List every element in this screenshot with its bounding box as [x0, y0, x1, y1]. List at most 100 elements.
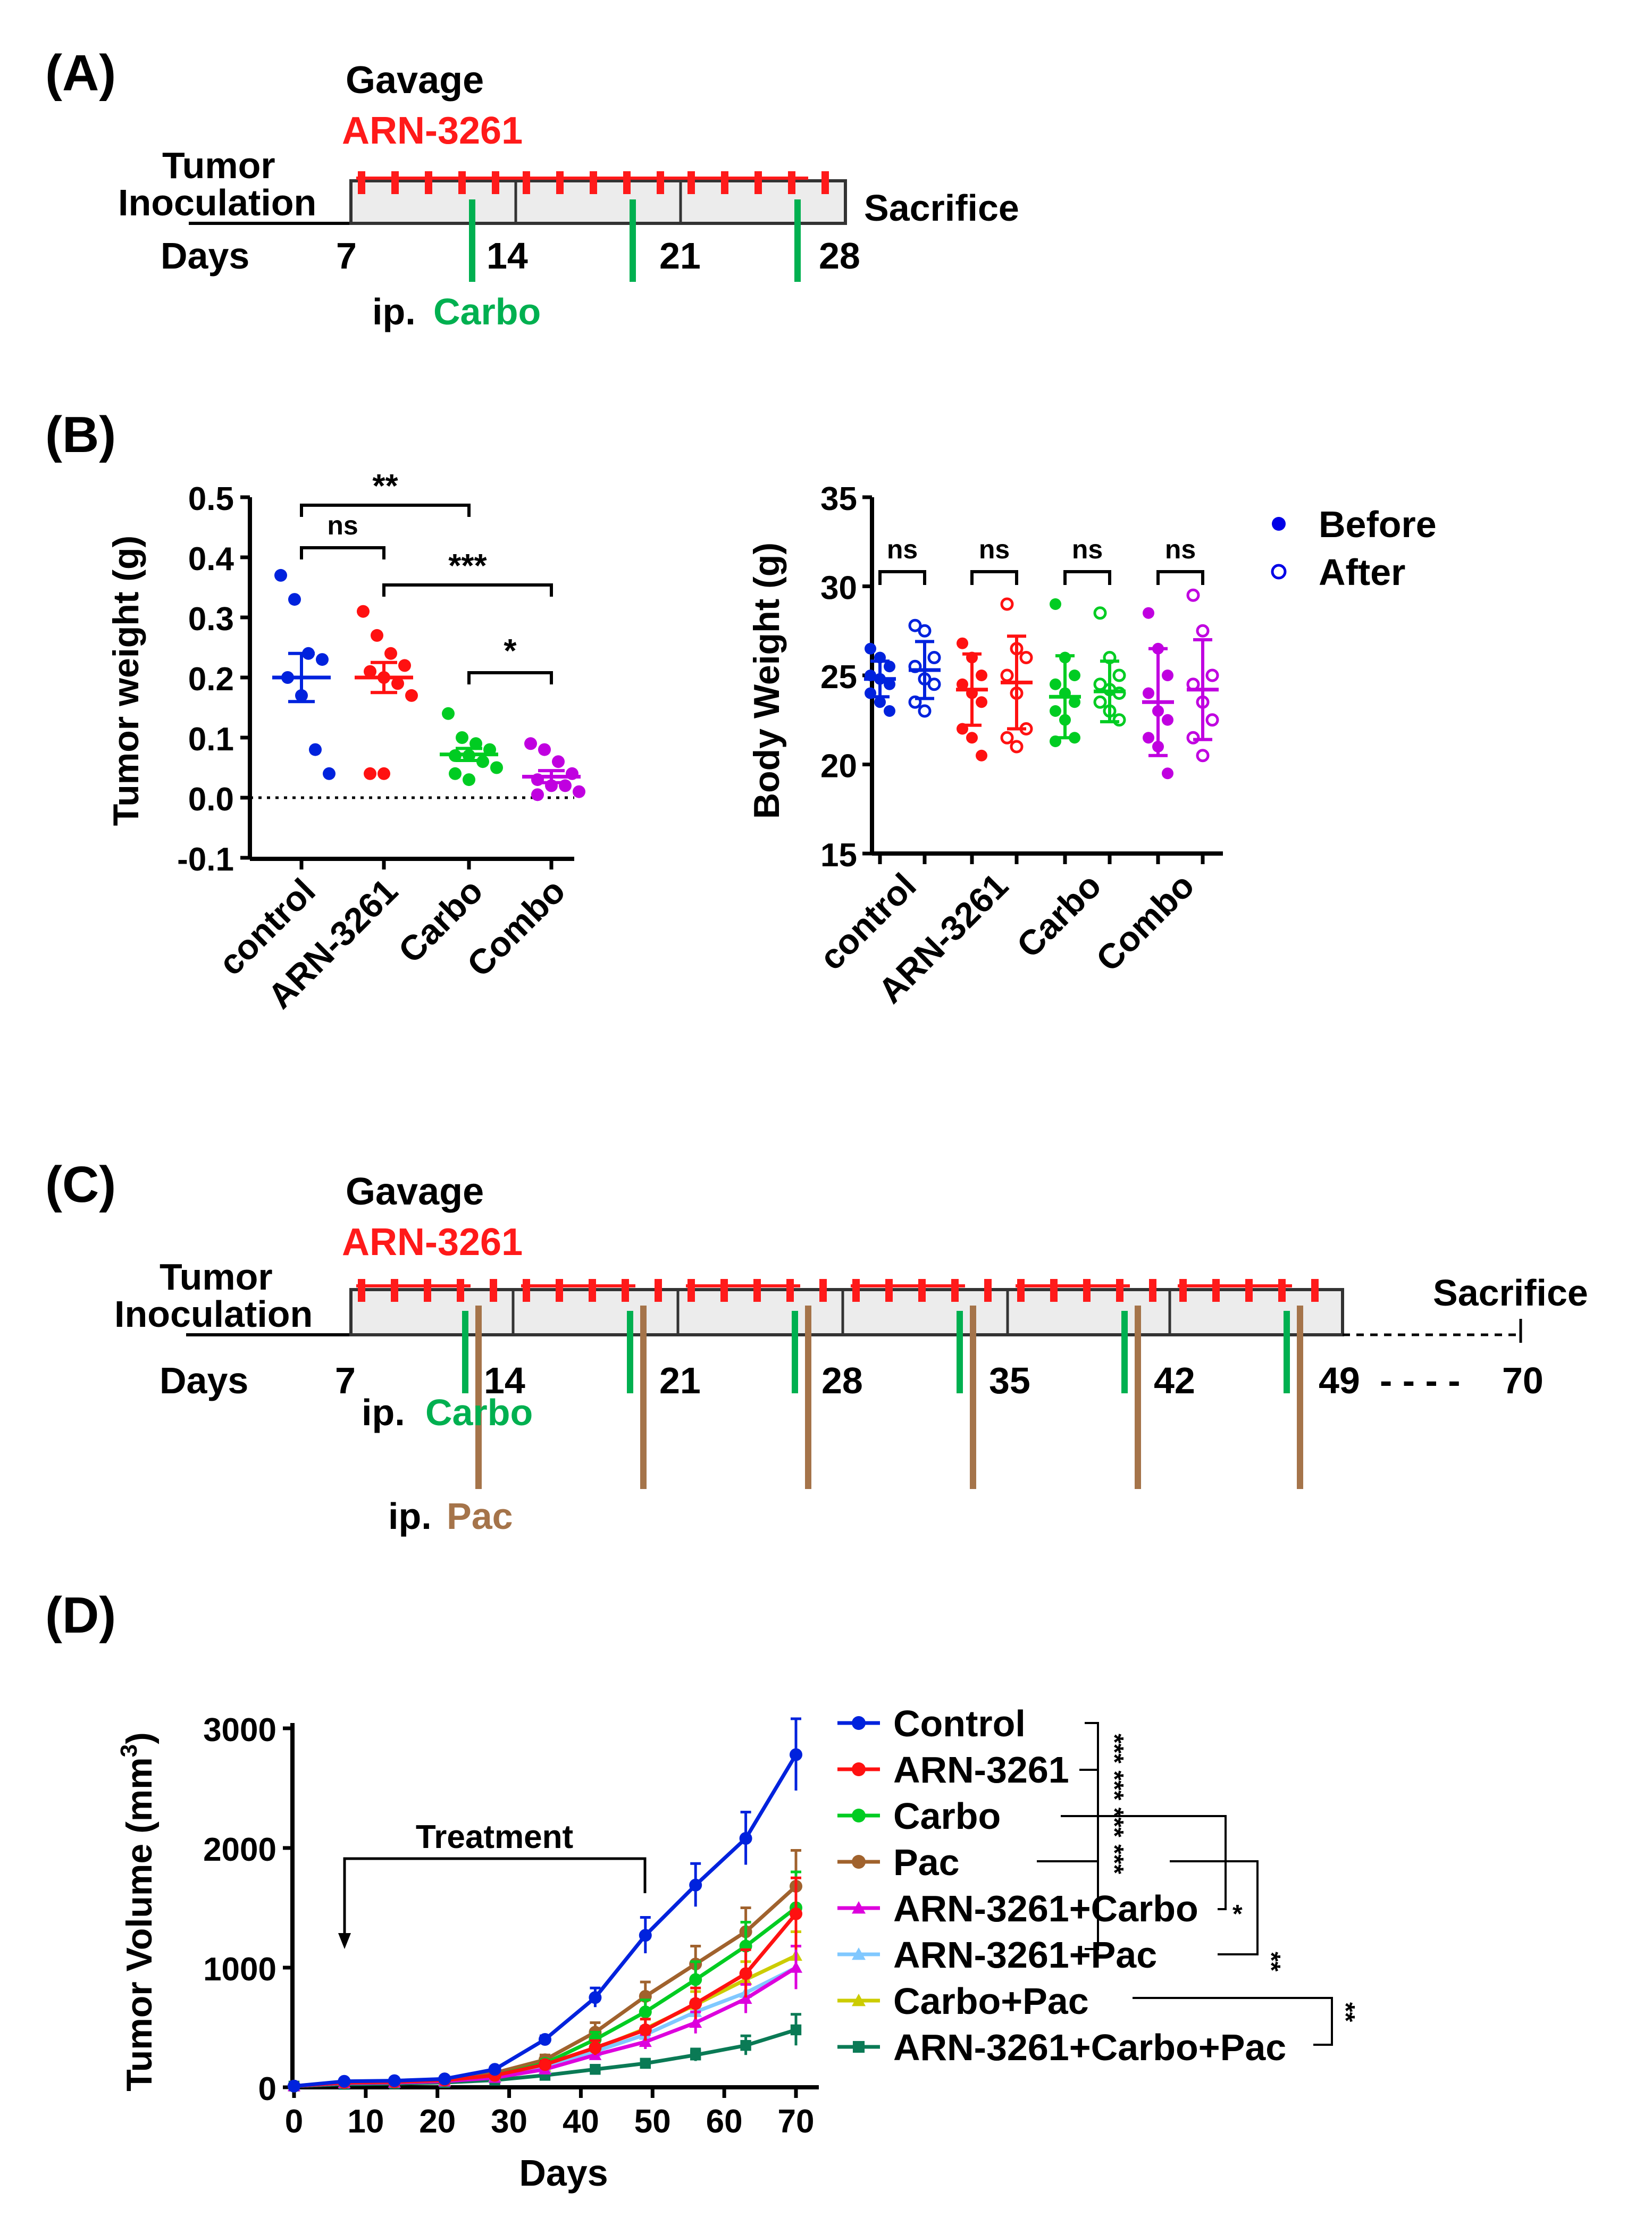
tumor-weight-ylabel: Tumor weight (g)	[106, 536, 146, 826]
series-marker	[338, 2075, 351, 2088]
data-point	[1093, 695, 1107, 709]
panel-c-day-35: 35	[989, 1360, 1030, 1401]
data-point	[371, 629, 383, 642]
sig-bracket	[1063, 570, 1111, 585]
panel-d-label: (D)	[45, 1587, 116, 1644]
data-point	[884, 705, 895, 717]
treatment-arrow-icon	[338, 1933, 351, 1949]
data-point	[927, 678, 941, 691]
data-point	[1143, 687, 1154, 699]
panel-a-label: (A)	[45, 45, 116, 102]
treatment-bracket: Treatment	[338, 1819, 647, 1949]
data-point	[405, 689, 418, 702]
sig-bracket-outer	[1085, 1722, 1099, 1950]
series-marker	[589, 2041, 602, 2054]
data-point	[378, 767, 390, 780]
legend-after-label: After	[1319, 551, 1405, 593]
legend-label: ARN-3261+Carbo	[893, 1888, 1198, 1929]
tumor-weight-marks	[272, 568, 585, 801]
series-marker	[589, 1991, 602, 2004]
sig-bracket	[970, 570, 1018, 585]
panel-c-day-42: 42	[1154, 1360, 1195, 1401]
sig-label: ns	[1165, 534, 1196, 564]
body-weight-marks	[864, 588, 1219, 780]
series-marker	[639, 2035, 652, 2047]
data-point	[1000, 668, 1014, 682]
panel-c-sacrifice: Sacrifice	[1433, 1272, 1588, 1314]
data-point	[1143, 732, 1154, 744]
panel-c-day-14: 14	[484, 1360, 525, 1401]
data-point	[1205, 713, 1219, 727]
ytick-label: 0.5	[188, 481, 234, 517]
data-point	[1196, 749, 1210, 763]
series-marker	[288, 2079, 300, 2093]
panel-c-day-70: 70	[1502, 1360, 1544, 1401]
data-point	[1050, 598, 1061, 610]
tumor-volume-xlabel: Days	[519, 2152, 608, 2194]
sig-label: ns	[327, 511, 358, 540]
data-point	[463, 773, 475, 787]
panel-d: (D) Tumor Volume (mm3) 3000 2000 1000 0 0 10…	[45, 1587, 1360, 2194]
series-marker	[852, 1994, 866, 2006]
series-marker	[639, 1929, 652, 1942]
data-point	[1050, 678, 1061, 690]
panel-c-day-7: 7	[335, 1360, 356, 1401]
panel-c-label: (C)	[45, 1156, 116, 1213]
xtick-label: 70	[778, 2103, 815, 2140]
tumor-volume-yticks: 3000 2000 1000 0	[203, 1712, 292, 2107]
data-point	[1186, 588, 1200, 602]
ytick-label: 0.3	[188, 601, 234, 638]
xtick-label: 40	[563, 2103, 599, 2140]
data-point	[309, 743, 322, 756]
ytick-label: 0.2	[188, 661, 234, 698]
legend-label: Pac	[893, 1842, 960, 1883]
legend-label: Carbo	[893, 1795, 1001, 1837]
data-point	[476, 755, 489, 768]
data-point	[1000, 731, 1014, 745]
series-marker	[488, 2063, 501, 2076]
data-point	[1069, 696, 1080, 708]
legend-before-marker	[1272, 517, 1286, 531]
data-point	[957, 637, 968, 649]
data-point	[490, 761, 503, 774]
series-marker	[852, 1716, 866, 1730]
series-marker	[852, 1901, 866, 1914]
ytick-label: 15	[820, 837, 857, 874]
ytick-label: 3000	[203, 1712, 276, 1749]
data-point	[449, 767, 462, 780]
series-marker	[640, 2058, 651, 2069]
panel-a-day-14: 14	[487, 235, 528, 277]
ytick-label: 1000	[203, 1951, 276, 1988]
series-marker	[790, 1907, 802, 1920]
sig-bracket	[300, 546, 385, 559]
body-weight-significance: ns ns ns ns	[878, 534, 1204, 585]
sig-bracket	[878, 570, 926, 585]
panel-c-week-dividers	[511, 1290, 1171, 1335]
panel-c-pac-lines	[475, 1306, 1303, 1489]
treatment-label: Treatment	[416, 1819, 573, 1855]
data-point	[531, 788, 544, 801]
data-point	[874, 696, 886, 708]
series-marker	[438, 2072, 451, 2086]
legend-label: Carbo+Pac	[893, 1980, 1089, 2022]
data-point	[908, 618, 922, 632]
body-weight-legend: Before After	[1271, 504, 1437, 593]
xtick-label: 50	[634, 2103, 671, 2140]
data-point	[1010, 740, 1024, 754]
ytick-label: 25	[820, 659, 857, 696]
data-point	[918, 704, 932, 718]
panel-a-gavage: Gavage	[346, 59, 484, 102]
ytick-label: 0.1	[188, 721, 234, 758]
sig-bracket	[300, 504, 471, 517]
xtick-label: 10	[347, 2103, 384, 2140]
tumor-volume-significance: *** *** *** *** * ** **	[1037, 1722, 1360, 2046]
tumor-volume-series	[288, 1717, 802, 2093]
body-weight-ylabel: Body Weight (g)	[747, 542, 787, 819]
data-point	[1205, 668, 1219, 682]
series-marker	[790, 1748, 802, 1761]
tumor-volume-ylabel-sup: 3	[116, 1744, 142, 1757]
data-point	[384, 647, 397, 660]
xtick-label: Combo	[1088, 866, 1202, 979]
data-point	[364, 665, 376, 678]
